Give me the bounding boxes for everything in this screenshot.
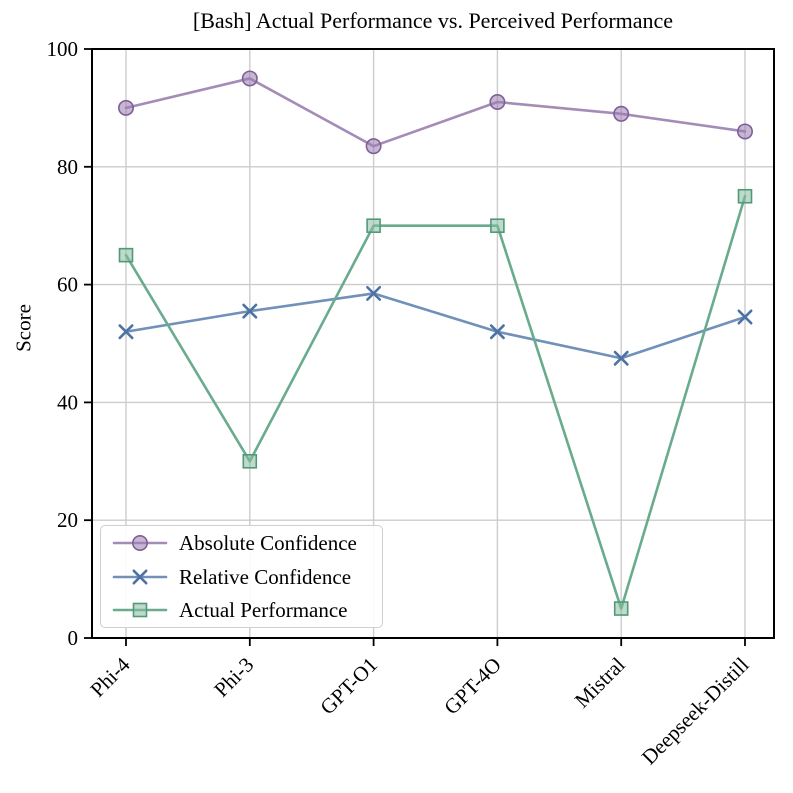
series-marker-x — [613, 350, 629, 366]
chart-title: [Bash] Actual Performance vs. Perceived … — [192, 8, 674, 33]
series-marker-circle — [489, 94, 506, 111]
series-actual-performance — [118, 188, 753, 616]
series-marker-x — [118, 324, 134, 340]
series-marker-square — [366, 218, 381, 233]
series-marker-circle — [118, 99, 135, 116]
legend-label-actual-performance: Actual Performance — [179, 598, 348, 623]
legend-item-relative-confidence: Relative Confidence — [101, 560, 382, 594]
legend-label-relative-confidence: Relative Confidence — [179, 564, 352, 589]
y-tick-label: 40 — [57, 390, 78, 414]
series-marker-square — [490, 218, 505, 233]
legend-marker-circle-icon — [112, 534, 168, 551]
series-marker-x — [489, 324, 505, 340]
series-marker-x — [242, 303, 258, 319]
series-marker-square — [737, 188, 753, 204]
y-tick-label: 80 — [57, 155, 78, 179]
x-tick-label: Mistral — [570, 652, 630, 712]
legend-marker-square-icon — [112, 602, 168, 618]
legend-item-absolute-confidence: Absolute Confidence — [101, 526, 382, 560]
legend-marker-x-icon — [112, 569, 168, 584]
series-marker-circle — [365, 138, 382, 155]
x-tick-label: GPT-4O — [439, 653, 506, 720]
y-tick-label: 20 — [57, 508, 78, 532]
x-tick-label: Phi-3 — [209, 653, 258, 702]
y-tick-label: 0 — [68, 626, 79, 650]
series-marker-circle — [241, 70, 258, 87]
series-marker-square — [118, 247, 134, 263]
legend: Absolute Confidence Relative Confidence … — [100, 525, 383, 628]
series-marker-circle — [613, 105, 630, 122]
series-marker-x — [366, 285, 382, 301]
x-tick-label: GPT-O1 — [315, 653, 382, 720]
series-marker-x — [737, 309, 753, 325]
legend-label-absolute-confidence: Absolute Confidence — [179, 530, 357, 555]
y-tick-label: 100 — [47, 37, 79, 61]
series-line — [124, 77, 747, 148]
x-tick-label: Phi-4 — [85, 652, 135, 702]
legend-item-actual-performance: Actual Performance — [101, 593, 382, 627]
series-line — [124, 194, 747, 610]
y-tick-label: 60 — [57, 273, 78, 297]
series-marker-square — [613, 601, 629, 616]
x-tick-label: Deepseek-Distill — [637, 652, 754, 769]
series-absolute-confidence — [118, 70, 753, 155]
series-line — [124, 292, 747, 360]
series-marker-square — [242, 453, 258, 469]
series-relative-confidence — [118, 285, 753, 366]
plot-border — [91, 48, 775, 639]
series-marker-circle — [736, 123, 753, 140]
